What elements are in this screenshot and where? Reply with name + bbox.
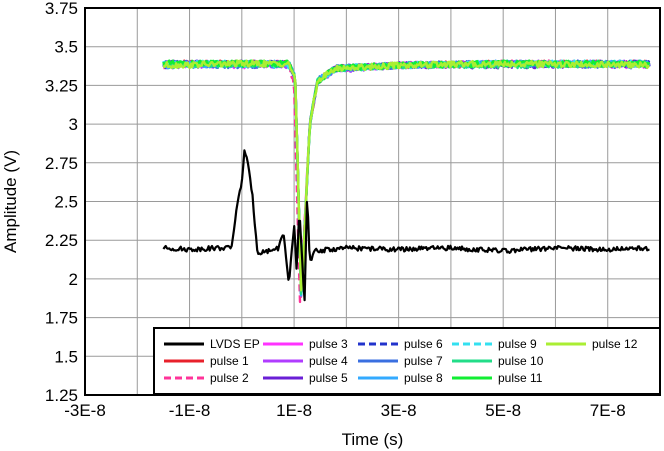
x-tick-label: 5E-8 xyxy=(485,401,521,420)
y-tick-label: 2.75 xyxy=(45,154,78,173)
y-tick-label: 3 xyxy=(69,115,78,134)
series-layer xyxy=(162,59,651,304)
legend-label: pulse 8 xyxy=(404,371,443,385)
legend-label: pulse 3 xyxy=(309,337,348,351)
y-tick-label: 3.5 xyxy=(54,38,78,57)
series-line-lvds-ep xyxy=(162,149,650,302)
legend-label: pulse 12 xyxy=(592,337,638,351)
series-line-pulse-3 xyxy=(162,59,651,296)
series-line-pulse-1 xyxy=(162,59,651,292)
series-line-pulse-11 xyxy=(162,59,651,292)
legend-label: LVDS EP xyxy=(210,337,260,351)
legend-label: pulse 1 xyxy=(210,354,249,368)
series-line-pulse-7 xyxy=(163,59,651,291)
x-tick-label: -1E-8 xyxy=(169,401,211,420)
x-tick-label: 7E-8 xyxy=(590,401,626,420)
legend-label: pulse 6 xyxy=(404,337,443,351)
legend-label: pulse 7 xyxy=(404,354,443,368)
series-line-pulse-12 xyxy=(162,59,650,292)
series-line-pulse-8 xyxy=(162,59,651,297)
y-tick-label: 3.25 xyxy=(45,76,78,95)
legend-box xyxy=(153,327,661,395)
x-axis-title: Time (s) xyxy=(342,430,404,449)
series-line-pulse-6 xyxy=(162,59,651,295)
y-tick-label: 1.75 xyxy=(45,309,78,328)
series-line-pulse-9 xyxy=(162,59,650,291)
legend-label: pulse 9 xyxy=(498,337,537,351)
y-axis-title: Amplitude (V) xyxy=(1,150,20,253)
x-tick-label: -3E-8 xyxy=(64,401,106,420)
series-line-pulse-2 xyxy=(163,59,651,304)
x-tick-label: 3E-8 xyxy=(381,401,417,420)
y-tick-label: 2 xyxy=(69,270,78,289)
y-tick-label: 2.5 xyxy=(54,193,78,212)
y-tick-label: 1.25 xyxy=(45,386,78,405)
series-line-pulse-4 xyxy=(162,59,651,296)
series-line-pulse-10 xyxy=(163,59,650,296)
legend-label: pulse 11 xyxy=(498,371,543,385)
x-axis-ticks: -3E-8 -1E-8 1E-8 3E-8 5E-8 7E-8 xyxy=(64,401,625,420)
y-tick-label: 3.75 xyxy=(45,0,78,18)
x-tick-label: 1E-8 xyxy=(276,401,312,420)
legend-label: pulse 5 xyxy=(309,371,348,385)
series-line-pulse-5 xyxy=(162,59,651,295)
legend-label: pulse 4 xyxy=(309,354,348,368)
y-tick-label: 2.25 xyxy=(45,231,78,250)
y-axis-ticks: 1.25 1.5 1.75 2 2.25 2.5 2.75 3 3.25 3.5 3.75 xyxy=(45,0,78,405)
legend-label: pulse 10 xyxy=(498,354,544,368)
legend-label: pulse 2 xyxy=(210,371,249,385)
legend: LVDS EP pulse 1 pulse 2 pulse 3 pulse 4 pulse… xyxy=(153,327,661,395)
y-tick-label: 1.5 xyxy=(54,347,78,366)
